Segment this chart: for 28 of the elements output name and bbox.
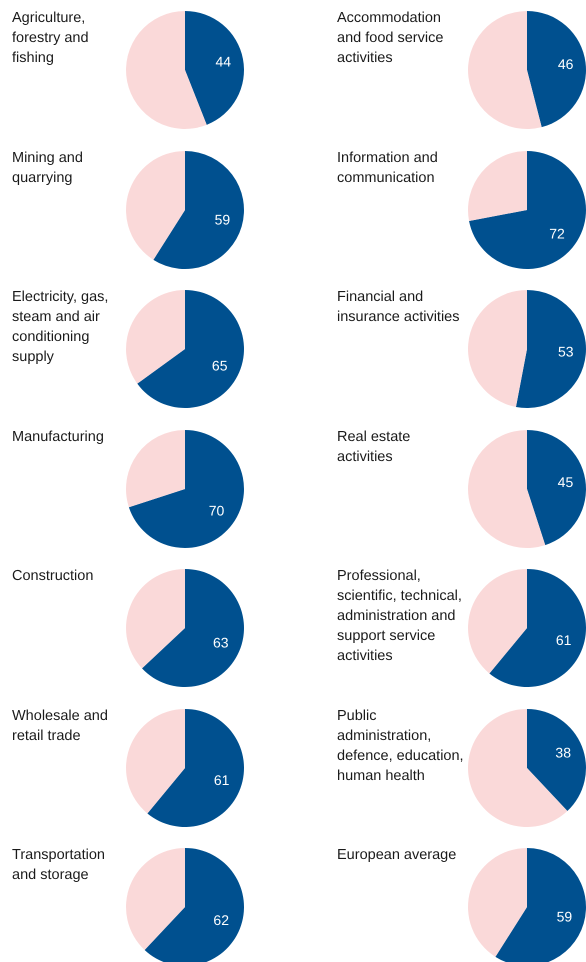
data-label: 59 xyxy=(214,211,230,228)
data-label: 46 xyxy=(558,56,574,72)
data-label: 59 xyxy=(556,908,572,925)
text: Transportation and storage xyxy=(12,846,106,885)
data-label: 65 xyxy=(212,358,228,374)
text: Professional, scientific, technical, administration and support service activities xyxy=(337,567,463,666)
data-label: 45 xyxy=(558,473,574,490)
data-label: 44 xyxy=(215,54,232,70)
text: Agriculture, forestry and fishing xyxy=(12,9,90,68)
chart-title: Construction xyxy=(12,567,94,586)
data-label: 61 xyxy=(556,632,572,648)
chart-title: Manufacturing xyxy=(12,428,105,446)
data-label: 70 xyxy=(208,502,224,518)
data-label: 72 xyxy=(549,225,565,242)
text: Electricity, gas, steam and air conditioning supply xyxy=(12,288,110,367)
data-label: 62 xyxy=(213,912,230,928)
text: Financial and insurance activities xyxy=(337,288,460,327)
text: Public administration, defence, education, human health xyxy=(337,706,465,786)
data-label: 61 xyxy=(214,772,230,788)
data-label: 53 xyxy=(558,344,574,360)
text: Real estate activities xyxy=(337,428,412,466)
chart-title: European average xyxy=(337,846,458,865)
data-label: 38 xyxy=(555,744,572,760)
text: Information and communication xyxy=(337,148,439,188)
text: Wholesale and retail trade xyxy=(12,706,109,746)
text: Accommodation and food service activities xyxy=(337,9,444,68)
data-label: 63 xyxy=(212,634,229,650)
text: Mining and quarrying xyxy=(12,148,84,188)
